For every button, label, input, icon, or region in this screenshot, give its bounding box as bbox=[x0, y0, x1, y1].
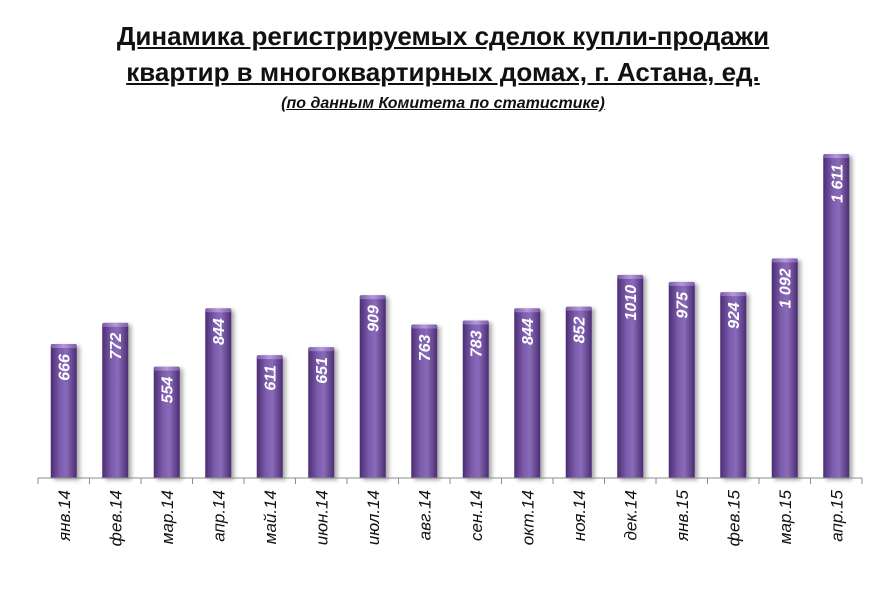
bar-cap bbox=[308, 347, 335, 352]
bar-body bbox=[565, 308, 592, 478]
bar-9 bbox=[462, 320, 489, 478]
bar-body bbox=[720, 294, 747, 478]
bar-body bbox=[462, 322, 489, 478]
bar-value-label: 666 bbox=[57, 354, 74, 381]
bar-5 bbox=[256, 355, 283, 478]
bar-value-label: 763 bbox=[417, 334, 434, 361]
x-tick-label: авг.14 bbox=[415, 490, 434, 540]
bar-body bbox=[256, 357, 283, 478]
x-tick-label: янв.15 bbox=[673, 489, 692, 541]
x-tick-label: июн.14 bbox=[312, 490, 331, 545]
chart-title-line-1: Динамика регистрируемых сделок купли-про… bbox=[116, 21, 770, 51]
bar-value-label: 611 bbox=[263, 365, 280, 391]
bar-value-label: 1 092 bbox=[778, 268, 795, 308]
chart-title-line-2: квартир в многоквартирных домах, г. Аста… bbox=[126, 57, 760, 87]
bar-body bbox=[668, 283, 695, 478]
bar-value-label: 852 bbox=[572, 317, 589, 344]
bar-body bbox=[617, 276, 644, 478]
bar-cap bbox=[50, 344, 77, 349]
bar-1 bbox=[50, 344, 77, 478]
bar-value-label: 909 bbox=[366, 305, 383, 332]
bar-value-label: 554 bbox=[160, 376, 177, 403]
bar-7 bbox=[359, 295, 386, 478]
bar-8 bbox=[411, 324, 438, 478]
bar-cap bbox=[205, 308, 232, 313]
bar-3 bbox=[153, 366, 180, 478]
bar-value-label: 783 bbox=[469, 330, 486, 357]
bar-cap bbox=[359, 295, 386, 300]
bar-cap bbox=[565, 306, 592, 311]
bar-11 bbox=[565, 306, 592, 478]
chart-title-block: Динамика регистрируемых сделок купли-про… bbox=[0, 18, 886, 116]
bar-cap bbox=[668, 281, 695, 286]
bar-body bbox=[102, 324, 129, 478]
bar-body bbox=[411, 326, 438, 478]
x-tick-label: май.14 bbox=[261, 490, 280, 544]
bar-body bbox=[153, 368, 180, 478]
x-tick-label: апр.15 bbox=[827, 489, 846, 541]
bar-cap bbox=[102, 322, 129, 327]
bar-value-label: 844 bbox=[520, 318, 537, 345]
bar-body bbox=[514, 310, 541, 478]
bar-cap bbox=[771, 258, 798, 263]
x-tick-label: фев.15 bbox=[724, 489, 743, 546]
bar-value-label: 1 611 bbox=[829, 164, 846, 203]
bar-value-label: 975 bbox=[675, 291, 692, 319]
bar-value-label: 844 bbox=[211, 318, 228, 345]
bar-16 bbox=[823, 154, 850, 478]
x-ticks-layer bbox=[37, 478, 863, 484]
bar-6 bbox=[308, 347, 335, 478]
bar-14 bbox=[720, 292, 747, 478]
bar-body bbox=[205, 310, 232, 478]
bar-body bbox=[308, 349, 335, 478]
x-tick-label: фев.14 bbox=[106, 490, 125, 546]
x-tick-label: янв.14 bbox=[55, 490, 74, 542]
bar-cap bbox=[153, 366, 180, 371]
bar-value-label: 651 bbox=[314, 357, 331, 384]
x-tick-label: июл.14 bbox=[364, 490, 383, 545]
bar-cap bbox=[514, 308, 541, 313]
bar-value-label: 924 bbox=[726, 302, 743, 329]
bar-cap bbox=[823, 154, 850, 158]
bar-body bbox=[359, 297, 386, 478]
bar-body bbox=[823, 156, 850, 478]
bar-10 bbox=[514, 308, 541, 478]
bar-15 bbox=[771, 258, 798, 478]
bar-body bbox=[771, 260, 798, 478]
x-tick-label: мар.15 bbox=[776, 489, 795, 544]
x-labels-layer: янв.14 фев.14 мар.14 апр.14 май.14 июн.14 июл.… bbox=[55, 489, 847, 546]
bar-cap bbox=[462, 320, 489, 325]
bar-body bbox=[50, 346, 77, 478]
bar-13 bbox=[668, 281, 695, 478]
x-tick-label: сен.14 bbox=[467, 490, 486, 541]
bar-value-label: 1010 bbox=[623, 285, 640, 321]
bar-12 bbox=[617, 274, 644, 478]
bar-4 bbox=[205, 308, 232, 478]
x-tick-label: окт.14 bbox=[518, 490, 537, 545]
bar-cap bbox=[256, 355, 283, 360]
chart-subtitle: (по данным Комитета по статистике) bbox=[281, 95, 605, 112]
x-tick-label: ноя.14 bbox=[570, 490, 589, 541]
bar-cap bbox=[720, 292, 747, 297]
bar-cap bbox=[617, 274, 644, 279]
bar-value-label: 772 bbox=[108, 333, 125, 360]
bar-2 bbox=[102, 322, 129, 478]
x-tick-label: дек.14 bbox=[621, 490, 640, 541]
bar-cap bbox=[411, 324, 438, 329]
x-tick-label: мар.14 bbox=[158, 490, 177, 544]
x-tick-label: апр.14 bbox=[209, 490, 228, 542]
bars-layer: 666 772 554 844 611 651 909 763 783 844 852 1010 975… bbox=[50, 154, 850, 478]
